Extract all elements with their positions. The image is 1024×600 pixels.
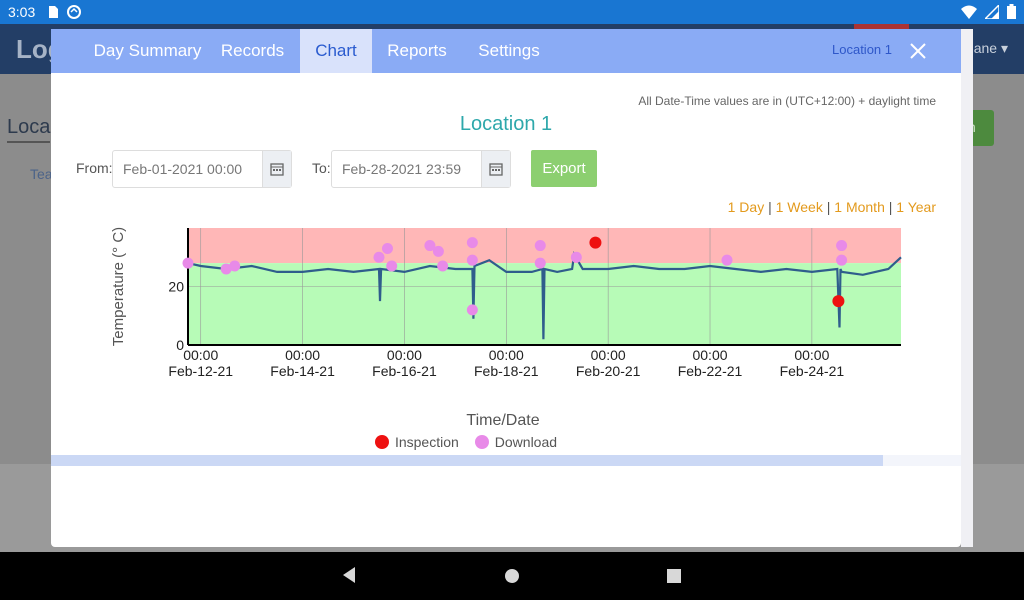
range-1-week[interactable]: 1 Week — [775, 199, 823, 215]
download-marker-icon — [474, 435, 489, 449]
download-point — [182, 257, 194, 269]
chart-legend: Inspection Download — [51, 434, 881, 450]
legend-item-inspection[interactable]: Inspection — [374, 434, 459, 450]
download-point — [432, 245, 444, 257]
download-point — [424, 240, 436, 252]
x-tick-time: 00:00 — [183, 347, 218, 363]
chart-title: Location 1 — [459, 113, 553, 135]
legend-label-download: Download — [494, 434, 558, 450]
wifi-icon — [961, 5, 977, 19]
download-point — [534, 257, 546, 269]
temperature-chart: 00:00Feb-12-2100:00Feb-14-2100:00Feb-16-… — [110, 227, 902, 429]
close-icon[interactable] — [909, 42, 927, 60]
download-point — [437, 260, 449, 272]
tab-chart[interactable]: Chart — [300, 29, 372, 73]
download-point — [466, 254, 478, 266]
chart-modal: Day Summary Records Chart Reports Settin… — [51, 29, 961, 547]
temperature-series-line — [187, 250, 902, 340]
y-tick-label: 20 — [168, 279, 184, 295]
battery-icon — [1007, 4, 1016, 19]
home-icon[interactable] — [504, 568, 520, 584]
modal-scroll-strip — [961, 29, 973, 547]
from-calendar-button[interactable] — [262, 151, 291, 187]
y-tick-label: 0 — [176, 337, 184, 353]
to-date-field[interactable]: Feb-28-2021 23:59 — [331, 150, 511, 188]
timezone-note: All Date-Time values are in (UTC+12:00) … — [638, 94, 936, 108]
tab-records[interactable]: Records — [220, 41, 285, 60]
download-point — [386, 260, 398, 272]
back-icon[interactable] — [341, 566, 357, 584]
header-accent — [854, 24, 909, 30]
status-icons — [961, 4, 1016, 19]
chart-horizontal-scrollbar[interactable] — [51, 455, 961, 466]
x-tick-time: 00:00 — [285, 347, 320, 363]
range-1-year[interactable]: 1 Year — [896, 199, 936, 215]
modal-location-label: Location 1 — [832, 42, 892, 57]
calendar-icon — [489, 163, 503, 176]
range-separator: | — [888, 199, 893, 215]
x-tick-date: Feb-18-21 — [474, 363, 539, 379]
x-tick-date: Feb-24-21 — [780, 363, 845, 379]
download-point — [373, 251, 385, 263]
range-separator: | — [826, 199, 831, 215]
x-tick-time: 00:00 — [692, 347, 727, 363]
background-subtext: Tea — [30, 166, 53, 182]
background-location-heading: Loca — [7, 116, 51, 143]
from-date-value: Feb-01-2021 00:00 — [123, 161, 243, 177]
sd-card-icon — [49, 6, 58, 18]
x-tick-date: Feb-16-21 — [372, 363, 437, 379]
signal-icon — [985, 4, 999, 19]
x-tick-date: Feb-14-21 — [270, 363, 335, 379]
calendar-icon — [270, 163, 284, 176]
from-label: From: — [76, 160, 113, 176]
download-point — [836, 254, 848, 266]
user-menu: ane ▾ — [973, 40, 1008, 56]
android-nav-bar — [0, 552, 1024, 600]
x-tick-time: 00:00 — [591, 347, 626, 363]
x-tick-date: Feb-12-21 — [168, 363, 233, 379]
range-1-day[interactable]: 1 Day — [727, 199, 765, 215]
range-selector: 1 Day | 1 Week | 1 Month | 1 Year — [728, 199, 936, 215]
x-axis-title: Time/Date — [466, 412, 539, 429]
download-point — [229, 260, 241, 272]
legend-label-inspection: Inspection — [394, 434, 459, 450]
x-tick-time: 00:00 — [387, 347, 422, 363]
inspection-point — [589, 236, 602, 249]
download-point — [721, 254, 733, 266]
legend-item-download[interactable]: Download — [474, 434, 558, 450]
download-point — [466, 237, 478, 249]
recents-icon[interactable] — [666, 568, 682, 584]
download-point — [836, 240, 848, 252]
to-label: To: — [312, 160, 331, 176]
scrollbar-thumb[interactable] — [51, 455, 883, 466]
tab-day-summary[interactable]: Day Summary — [93, 41, 202, 60]
sync-icon — [67, 5, 81, 19]
to-date-value: Feb-28-2021 23:59 — [342, 161, 462, 177]
download-point — [466, 304, 478, 316]
inspection-marker-icon — [374, 435, 389, 449]
tab-settings[interactable]: Settings — [478, 41, 540, 60]
from-date-field[interactable]: Feb-01-2021 00:00 — [112, 150, 292, 188]
range-separator: | — [768, 199, 772, 215]
download-point — [220, 263, 232, 275]
x-tick-date: Feb-22-21 — [678, 363, 743, 379]
x-tick-time: 00:00 — [489, 347, 524, 363]
y-axis-title: Temperature (° C) — [110, 227, 127, 346]
x-tick-date: Feb-20-21 — [576, 363, 641, 379]
download-point — [570, 251, 582, 263]
inspection-point — [832, 295, 845, 308]
range-1-month[interactable]: 1 Month — [834, 199, 885, 215]
download-point — [381, 242, 393, 254]
modal-tab-bar: Day Summary Records Chart Reports Settin… — [51, 29, 961, 73]
to-calendar-button[interactable] — [481, 151, 510, 187]
export-button[interactable]: Export — [531, 150, 597, 187]
status-bar: 3:03 — [0, 0, 1024, 24]
x-tick-time: 00:00 — [794, 347, 829, 363]
download-point — [534, 240, 546, 252]
tab-reports[interactable]: Reports — [387, 41, 447, 60]
clock: 3:03 — [8, 4, 36, 20]
